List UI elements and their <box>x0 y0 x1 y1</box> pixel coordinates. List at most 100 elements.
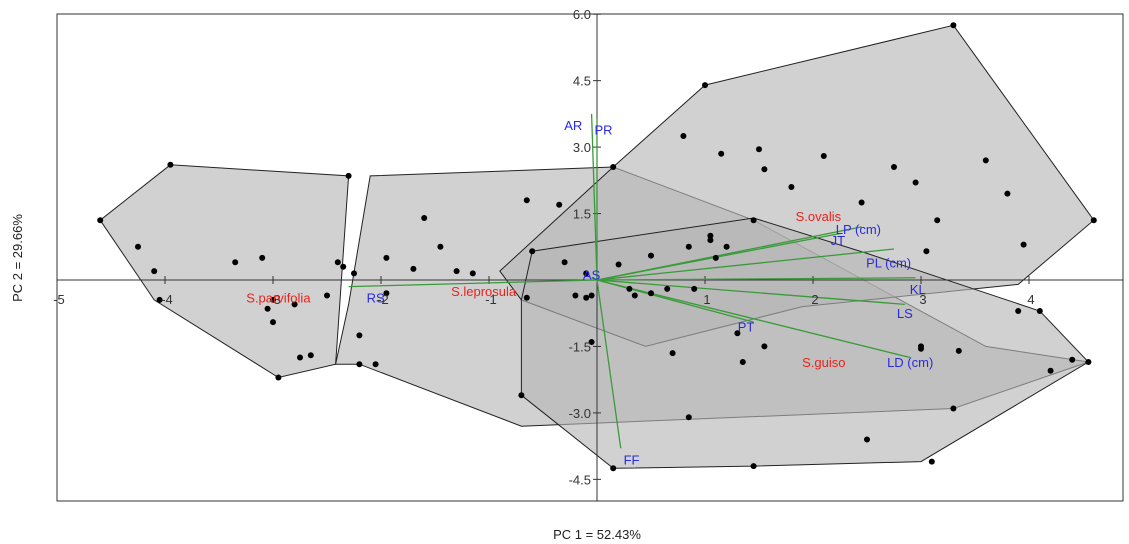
data-point <box>383 254 390 261</box>
x-tick-label: -3 <box>269 292 281 307</box>
variable-label: PL (cm) <box>866 255 911 270</box>
data-point <box>572 292 579 299</box>
data-point <box>275 374 282 381</box>
data-point <box>918 343 924 350</box>
group-label: S.leprosula <box>451 284 517 299</box>
x-tick-label: -4 <box>161 292 173 307</box>
data-point <box>934 217 941 224</box>
data-point <box>351 270 357 277</box>
data-point <box>631 292 638 299</box>
data-point <box>421 215 428 221</box>
y-tick-label: 6.0 <box>573 7 591 22</box>
data-point <box>588 339 595 345</box>
vector-ff <box>596 279 622 449</box>
data-point <box>518 392 525 399</box>
vector-plcm <box>596 248 895 281</box>
variable-labels: AR PR LP (cm)JT PL (cm) KL LS LD (cm) PT AS RS FF <box>367 118 934 467</box>
vector-pt <box>596 279 754 323</box>
data-point <box>610 164 617 170</box>
data-point <box>750 217 757 224</box>
data-point <box>556 201 563 208</box>
data-point <box>707 237 714 244</box>
vector-ar <box>590 113 598 281</box>
x-tick-label: 2 <box>811 292 818 307</box>
data-point <box>739 359 746 365</box>
data-point <box>583 294 590 301</box>
y-tick-label: -1.5 <box>569 339 591 354</box>
data-point <box>340 263 347 270</box>
data-point <box>135 243 141 250</box>
data-point <box>1004 190 1011 197</box>
vector-rs <box>348 279 598 288</box>
data-point <box>291 301 298 308</box>
data-point <box>648 290 654 297</box>
variable-label: LS <box>897 306 913 321</box>
data-point <box>761 343 768 350</box>
variable-label: KL <box>910 282 926 297</box>
data-point <box>588 292 595 299</box>
data-point <box>691 285 698 292</box>
variable-label: RS <box>367 291 385 306</box>
data-point <box>955 347 962 354</box>
data-point <box>334 259 341 266</box>
data-point <box>1090 217 1097 224</box>
data-point <box>1047 367 1054 374</box>
variable-label: LD (cm) <box>887 355 933 370</box>
data-point <box>307 352 314 359</box>
group-hulls <box>99 24 1095 469</box>
x-tick-labels: -5 -4 -3 -2 -1 1 2 3 4 <box>53 292 1034 307</box>
data-point <box>982 157 989 164</box>
data-point <box>583 270 590 277</box>
data-point <box>950 405 957 412</box>
data-point <box>345 172 352 179</box>
vector-lpcm <box>596 226 862 281</box>
data-point <box>232 259 239 266</box>
data-point <box>615 261 622 268</box>
data-point <box>523 294 530 301</box>
x-tick-label: 1 <box>703 292 710 307</box>
variable-label: JT <box>831 233 846 248</box>
group-labels: S.ovalis S.guiso S.parvifolia S.leprosula <box>246 209 845 370</box>
data-point <box>437 243 444 250</box>
y-axis-title: PC 2 = 29.66% <box>10 214 25 302</box>
data-point <box>453 268 460 275</box>
data-point <box>669 350 676 357</box>
data-point <box>264 305 271 312</box>
data-point <box>923 248 930 255</box>
x-axis-title: PC 1 = 52.43% <box>553 527 641 542</box>
data-point <box>156 296 163 303</box>
data-point <box>356 361 363 368</box>
y-tick-label: 4.5 <box>573 74 591 89</box>
group-label: S.ovalis <box>796 209 842 224</box>
data-point <box>626 285 633 292</box>
y-tick-labels: 6.0 4.5 3.0 1.5 -1.5 -3.0 -4.5 <box>569 7 591 487</box>
data-point <box>864 436 870 443</box>
data-point <box>756 146 762 153</box>
data-point <box>561 259 568 266</box>
data-point <box>912 179 919 186</box>
data-point <box>410 265 417 272</box>
x-tick-label: 4 <box>1027 292 1034 307</box>
data-point <box>891 164 897 170</box>
data-point <box>97 217 104 224</box>
data-point <box>820 153 827 159</box>
data-point <box>383 290 390 297</box>
data-point <box>750 463 757 470</box>
data-point <box>356 332 363 339</box>
variable-label: PT <box>738 320 755 335</box>
data-point <box>712 254 719 261</box>
data-point <box>270 319 276 326</box>
data-point <box>1069 356 1076 363</box>
data-point <box>270 296 276 303</box>
data-point <box>1085 359 1092 365</box>
x-tick-label: -5 <box>53 292 65 307</box>
group-label: S.parvifolia <box>246 291 311 306</box>
data-point <box>297 354 303 361</box>
data-point <box>734 330 741 337</box>
data-point <box>685 243 692 250</box>
data-point <box>648 252 654 259</box>
variable-label: AS <box>583 268 601 283</box>
data-point <box>1036 308 1043 314</box>
data-point <box>718 150 725 157</box>
data-point <box>761 166 768 173</box>
